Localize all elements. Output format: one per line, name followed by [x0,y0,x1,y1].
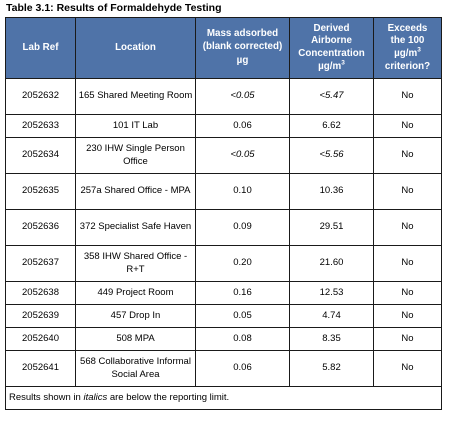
cell-concentration: 12.53 [289,281,374,305]
cell-location: 165 Shared Meeting Room [75,78,196,115]
cell-exceeds: No [373,209,442,246]
header-exceeds-line1: Exceeds [387,22,428,34]
header-conc-unit-base: µg/m [318,60,342,72]
header-location-label: Location [115,41,156,53]
cell-exceeds: No [373,281,442,305]
cell-mass-adsorbed: 0.06 [195,114,290,138]
header-exceeds-line4: criterion? [384,60,431,72]
header-row: Lab Ref Location Mass adsorbed (blank co… [5,17,442,79]
header-conc-line3: Concentration [298,48,365,59]
cell-mass-adsorbed: 0.10 [195,173,290,210]
table-row: 2052639 457 Drop In 0.05 4.74 No [5,304,442,328]
cell-lab-ref: 2052639 [5,304,76,328]
cell-mass-adsorbed: 0.09 [195,209,290,246]
cell-concentration: 10.36 [289,173,374,210]
cell-lab-ref: 2052635 [5,173,76,210]
cell-concentration: 8.35 [289,327,374,351]
table-row: 2052635 257a Shared Office - MPA 0.10 10.36… [5,173,442,210]
table-row: 2052641 568 Collaborative Informal Social… [5,350,442,387]
cell-lab-ref: 2052636 [5,209,76,246]
cell-lab-ref: 2052638 [5,281,76,305]
cell-concentration: <5.56 [289,137,374,174]
footnote-row: Results shown in italics are below the r… [5,386,442,410]
cell-exceeds: No [373,173,442,210]
cell-location: 257a Shared Office - MPA [75,173,196,210]
cell-exceeds: No [373,137,442,174]
cell-exceeds: No [373,114,442,138]
cell-exceeds: No [373,245,442,282]
table-caption: Table 3.1: Results of Formaldehyde Testi… [6,2,222,14]
cell-exceeds: No [373,327,442,351]
cell-lab-ref: 2052634 [5,137,76,174]
header-concentration: Derived Airborne Concentration µg/m3 [289,17,374,79]
cell-concentration: 5.82 [289,350,374,387]
cell-concentration: <5.47 [289,78,374,115]
header-mass-unit: µg [236,55,249,67]
header-conc-line2: Airborne [311,35,352,47]
header-exceeds-line3-base: µg/m [394,48,418,59]
formaldehyde-results-table: Lab Ref Location Mass adsorbed (blank co… [5,17,442,410]
header-conc-unit-sup: 3 [341,59,345,67]
cell-concentration: 6.62 [289,114,374,138]
cell-mass-adsorbed: 0.08 [195,327,290,351]
footnote-suffix: are below the reporting limit. [107,391,230,403]
header-conc-unit: µg/m3 [318,59,345,72]
table-body: 2052632 165 Shared Meeting Room <0.05 <5.47… [5,78,442,387]
table-row: 2052638 449 Project Room 0.16 12.53 No [5,281,442,305]
cell-location: 508 MPA [75,327,196,351]
table-row: 2052636 372 Specialist Safe Haven 0.09 29.5… [5,209,442,246]
cell-location: 568 Collaborative Informal Social Area [75,350,196,387]
header-lab-ref: Lab Ref [5,17,76,79]
cell-location: 358 IHW Shared Office - R+T [75,245,196,282]
table-row: 2052637 358 IHW Shared Office - R+T 0.20 21… [5,245,442,282]
footnote-prefix: Results shown in [9,391,84,403]
cell-mass-adsorbed: 0.06 [195,350,290,387]
table-header: Lab Ref Location Mass adsorbed (blank co… [5,17,442,79]
cell-lab-ref: 2052632 [5,78,76,115]
header-mass-line1: Mass adsorbed [206,27,279,39]
cell-lab-ref: 2052633 [5,114,76,138]
header-exceeds-line2: the 100 [390,35,425,47]
table-footer: Results shown in italics are below the r… [5,386,442,410]
header-exceeds-line3: µg/m3 [394,46,421,59]
cell-concentration: 4.74 [289,304,374,328]
cell-location: 449 Project Room [75,281,196,305]
cell-exceeds: No [373,304,442,328]
header-conc-line1: Derived [313,22,350,34]
header-location: Location [75,17,196,79]
cell-mass-adsorbed: <0.05 [195,78,290,115]
footnote-emphasis: italics [83,391,108,403]
cell-lab-ref: 2052637 [5,245,76,282]
footnote-cell: Results shown in italics are below the r… [5,386,442,410]
cell-exceeds: No [373,78,442,115]
cell-lab-ref: 2052640 [5,327,76,351]
cell-location: 372 Specialist Safe Haven [75,209,196,246]
cell-mass-adsorbed: 0.05 [195,304,290,328]
header-mass-adsorbed: Mass adsorbed (blank corrected) µg [195,17,290,79]
cell-mass-adsorbed: 0.20 [195,245,290,282]
cell-mass-adsorbed: <0.05 [195,137,290,174]
cell-concentration: 29.51 [289,209,374,246]
header-lab-ref-label: Lab Ref [22,41,59,53]
cell-lab-ref: 2052641 [5,350,76,387]
table-row: 2052634 230 IHW Single Person Office <0.05… [5,137,442,174]
header-exceeds-line3-sup: 3 [417,46,421,54]
cell-location: 101 IT Lab [75,114,196,138]
cell-exceeds: No [373,350,442,387]
cell-location: 230 IHW Single Person Office [75,137,196,174]
table-row: 2052640 508 MPA 0.08 8.35 No [5,327,442,351]
header-exceeds: Exceeds the 100 µg/m3 criterion? [373,17,442,79]
cell-concentration: 21.60 [289,245,374,282]
table-row: 2052633 101 IT Lab 0.06 6.62 No [5,114,442,138]
table-row: 2052632 165 Shared Meeting Room <0.05 <5.47… [5,78,442,115]
header-mass-line2: (blank corrected) [202,40,283,52]
cell-location: 457 Drop In [75,304,196,328]
cell-mass-adsorbed: 0.16 [195,281,290,305]
